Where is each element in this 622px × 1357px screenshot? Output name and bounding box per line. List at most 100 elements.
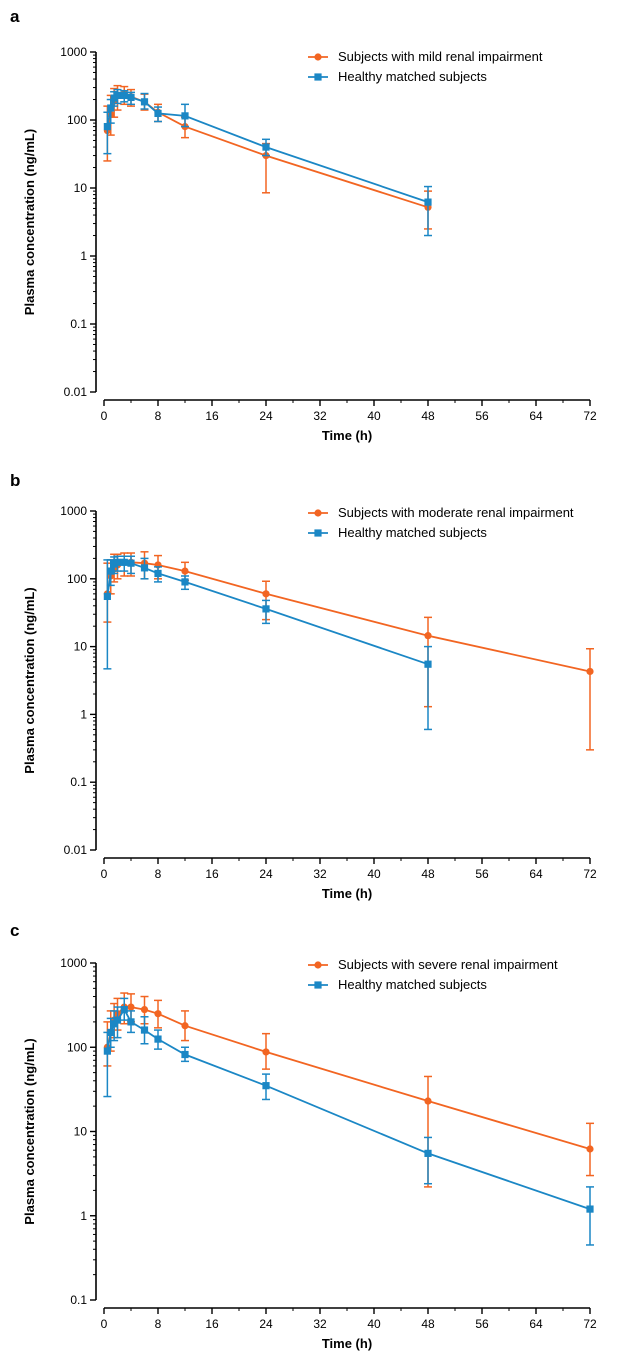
legend-swatch-marker: [314, 53, 322, 61]
series-impaired: [103, 992, 594, 1188]
y-tick-label: 100: [67, 113, 87, 127]
series-healthy: [103, 555, 432, 731]
panel-c: c 0.1 1 10 100 1000 0 8 16 24 32 40 48 56 64 72 Time (h)…: [10, 921, 597, 1351]
data-point: [103, 1047, 111, 1055]
data-point: [120, 91, 128, 100]
data-point: [140, 564, 149, 572]
x-tick-label: 24: [259, 867, 273, 881]
y-tick-label: 0.1: [70, 1293, 87, 1307]
data-point: [424, 660, 432, 668]
data-point: [120, 1005, 128, 1014]
x-tick-label: 72: [583, 409, 597, 423]
x-tick-label: 8: [155, 1317, 162, 1331]
panel-label: b: [10, 471, 20, 490]
legend-label: Subjects with moderate renal impairment: [338, 505, 574, 520]
data-point: [140, 1026, 149, 1034]
legend-label: Subjects with mild renal impairment: [338, 49, 543, 64]
legend-label: Healthy matched subjects: [338, 525, 487, 540]
y-tick-label: 1000: [60, 956, 87, 970]
data-point: [140, 98, 149, 106]
data-point: [113, 91, 122, 100]
x-tick-label: 64: [529, 1317, 543, 1331]
series-healthy: [103, 997, 594, 1246]
data-point: [154, 109, 162, 118]
x-tick-label: 16: [205, 867, 219, 881]
data-point: [424, 198, 432, 206]
x-tick-label: 56: [475, 867, 489, 881]
x-axis-label: Time (h): [322, 1336, 372, 1351]
data-point: [120, 558, 128, 566]
x-tick-label: 56: [475, 409, 489, 423]
data-point: [113, 558, 122, 566]
x-tick-label: 72: [583, 867, 597, 881]
series-line: [106, 561, 591, 673]
series-impaired: [103, 84, 432, 230]
data-point: [181, 567, 189, 575]
x-tick-label: 40: [367, 867, 381, 881]
data-point: [110, 1020, 118, 1028]
series-line: [106, 1006, 591, 1150]
x-tick-label: 16: [205, 1317, 219, 1331]
x-tick-label: 0: [101, 409, 108, 423]
y-tick-label: 0.1: [70, 317, 87, 331]
data-point: [154, 1010, 162, 1018]
data-point: [181, 1022, 189, 1030]
x-tick-label: 0: [101, 1317, 108, 1331]
data-point: [127, 1003, 135, 1011]
y-tick-label: 1: [80, 707, 87, 721]
data-point: [127, 1018, 135, 1026]
x-tick-label: 72: [583, 1317, 597, 1331]
data-point: [127, 93, 135, 101]
y-tick-label: 10: [74, 1125, 88, 1139]
x-axis-label: Time (h): [322, 886, 372, 901]
y-tick-label: 100: [67, 1040, 87, 1054]
data-point: [424, 1097, 432, 1105]
legend-swatch-marker: [314, 529, 322, 537]
x-tick-label: 16: [205, 409, 219, 423]
panel-b: b 0.01 0.1 1 10 100 1000 0 8 16 24 32 40 48 56 64 72 Time…: [10, 471, 597, 901]
data-point: [181, 1050, 189, 1059]
x-tick-label: 32: [313, 1317, 327, 1331]
data-point: [103, 592, 111, 601]
x-tick-label: 40: [367, 409, 381, 423]
data-point: [103, 122, 111, 131]
panel-a: a 0.01 0.1 1 10 100 1000 0 8 16 24 32 40 48 56 64 72 Time…: [10, 7, 597, 443]
data-point: [262, 1082, 270, 1090]
legend-swatch-marker: [314, 961, 322, 969]
panel-label: c: [10, 921, 19, 940]
data-point: [154, 1035, 162, 1043]
data-point: [154, 569, 162, 578]
x-tick-label: 56: [475, 1317, 489, 1331]
legend: Subjects with moderate renal impairment H…: [308, 505, 574, 540]
x-tick-label: 48: [421, 409, 435, 423]
data-point: [262, 143, 270, 151]
x-axis-label: Time (h): [322, 428, 372, 443]
legend-label: Healthy matched subjects: [338, 69, 487, 84]
x-tick-label: 40: [367, 1317, 381, 1331]
y-tick-label: 0.1: [70, 775, 87, 789]
y-axis-label: Plasma concentration (ng/mL): [22, 587, 37, 773]
series-line: [106, 561, 429, 666]
data-point: [113, 1016, 122, 1024]
legend-label: Healthy matched subjects: [338, 977, 487, 992]
legend-swatch-marker: [314, 73, 322, 81]
y-tick-label: 1: [80, 1209, 87, 1223]
data-point: [127, 559, 135, 567]
y-tick-label: 10: [74, 640, 88, 654]
x-tick-label: 24: [259, 1317, 273, 1331]
x-tick-label: 0: [101, 867, 108, 881]
legend-swatch-marker: [314, 509, 322, 517]
panel-label: a: [10, 7, 20, 26]
x-tick-label: 8: [155, 867, 162, 881]
x-tick-label: 48: [421, 1317, 435, 1331]
data-point: [586, 1145, 594, 1153]
x-tick-label: 32: [313, 409, 327, 423]
series-healthy: [103, 88, 432, 237]
y-tick-label: 1: [80, 249, 87, 263]
y-axis-label: Plasma concentration (ng/mL): [22, 1038, 37, 1224]
data-point: [586, 1205, 594, 1213]
data-point: [262, 590, 270, 598]
data-point: [424, 1149, 432, 1157]
